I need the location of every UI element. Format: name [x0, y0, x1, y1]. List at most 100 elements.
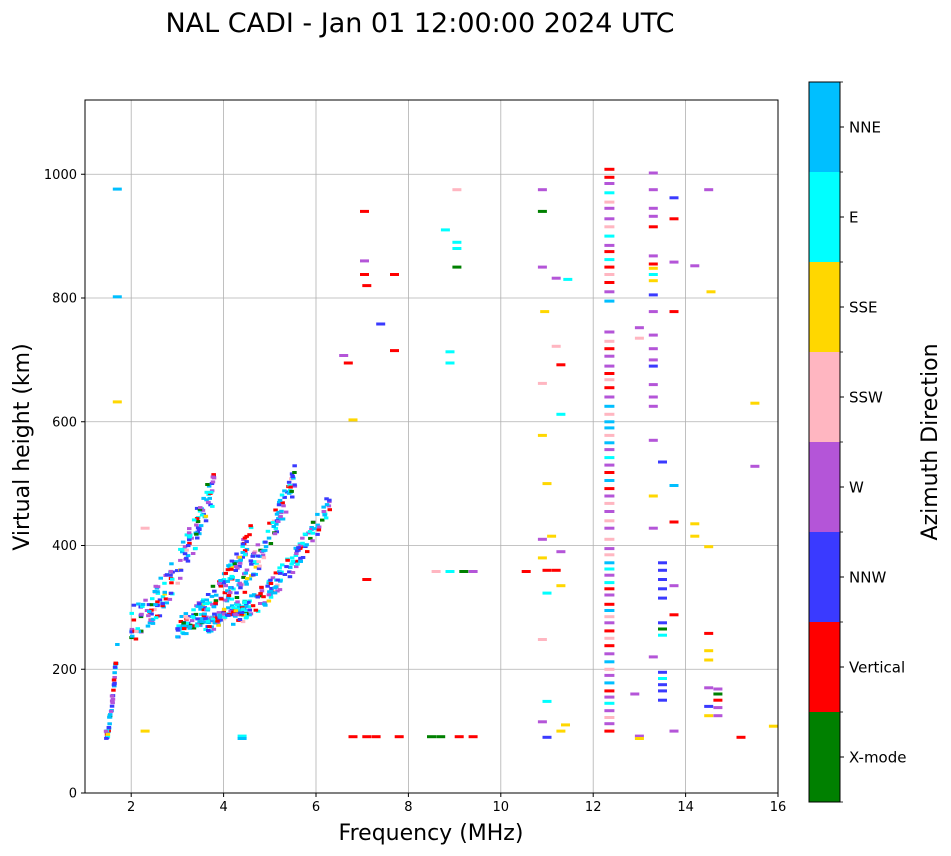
echo-point: [278, 571, 283, 575]
echo-point: [648, 188, 658, 192]
echo-point: [274, 512, 280, 516]
echo-point: [212, 589, 217, 593]
echo-point: [202, 602, 207, 606]
echo-point: [105, 732, 111, 736]
echo-point: [235, 613, 241, 617]
echo-point: [288, 565, 293, 569]
echo-point: [213, 599, 219, 603]
echo-point: [704, 188, 714, 192]
y-axis: 0 200 400 600 800 1000: [44, 168, 85, 802]
echo-point: [203, 519, 209, 523]
echo-point: [207, 625, 212, 629]
echo-point: [321, 510, 327, 513]
echo-point: [240, 620, 246, 624]
echo-point: [360, 259, 369, 263]
echo-point: [648, 206, 658, 210]
echo-point: [216, 623, 221, 627]
echo-point: [244, 534, 249, 538]
echo-point: [180, 550, 185, 554]
echo-point: [604, 354, 615, 358]
echo-point: [206, 617, 211, 621]
echo-point: [268, 542, 274, 545]
echo-point: [270, 576, 276, 580]
echo-point: [210, 504, 215, 508]
echo-point: [542, 735, 552, 739]
echo-point: [276, 520, 281, 523]
echo-point: [163, 597, 169, 601]
echo-point: [155, 590, 160, 594]
echo-point: [198, 605, 204, 609]
echo-point: [604, 386, 615, 390]
echo-point: [300, 536, 305, 540]
echo-point: [537, 433, 547, 437]
echo-point: [307, 530, 313, 533]
echo-point: [168, 591, 174, 595]
echo-point: [324, 497, 329, 501]
echo-point: [277, 498, 283, 502]
echo-point: [225, 589, 230, 593]
echo-point: [690, 522, 700, 526]
echo-point: [211, 605, 217, 609]
echo-point: [298, 559, 303, 563]
echo-point: [537, 638, 547, 641]
echo-point: [316, 528, 322, 532]
echo-point: [199, 513, 205, 517]
echo-point: [266, 536, 272, 540]
echo-point: [537, 720, 547, 724]
echo-point: [255, 554, 261, 558]
echo-point: [241, 604, 246, 608]
echo-point: [205, 593, 211, 596]
echo-point: [244, 568, 250, 572]
echo-point: [290, 571, 296, 574]
echo-point: [604, 621, 615, 625]
echo-point: [219, 597, 224, 601]
echo-point: [205, 483, 210, 486]
echo-point: [248, 524, 253, 528]
echo-point: [134, 629, 139, 633]
echo-point: [768, 724, 778, 728]
echo-point: [268, 589, 274, 593]
echo-point: [265, 584, 270, 588]
echo-point: [669, 217, 679, 221]
echo-point: [243, 571, 248, 575]
echo-point: [248, 526, 254, 530]
echo-point: [140, 526, 150, 530]
echo-point: [208, 620, 214, 624]
echo-point: [275, 578, 280, 582]
echo-point: [296, 546, 301, 550]
echo-point: [195, 526, 201, 530]
echo-point: [113, 661, 118, 665]
echo-point: [254, 561, 259, 565]
echo-point: [178, 620, 184, 623]
echo-point: [281, 504, 286, 508]
echo-point: [112, 295, 122, 299]
echo-point: [197, 507, 203, 511]
echo-point: [234, 591, 239, 595]
echo-point: [604, 330, 615, 334]
echo-point: [327, 508, 332, 512]
echo-point: [205, 607, 211, 611]
echo-point: [237, 618, 243, 621]
echo-point: [229, 604, 235, 608]
echo-point: [204, 602, 210, 606]
echo-point: [187, 625, 193, 629]
echo-point: [750, 401, 760, 405]
echo-point: [290, 559, 295, 563]
echo-point: [183, 612, 189, 616]
echo-point: [207, 601, 213, 605]
echo-point: [280, 501, 285, 505]
echo-point: [168, 569, 173, 573]
echo-point: [295, 559, 300, 563]
plot-area-frame: [84, 99, 779, 794]
echo-point: [239, 611, 245, 614]
x-tick-label: 4: [219, 800, 227, 815]
echo-point: [604, 636, 615, 640]
colorbar-swatch-ssw: [809, 352, 840, 442]
echo-point: [279, 493, 285, 497]
echo-point: [669, 260, 679, 264]
echo-point: [286, 480, 292, 484]
echo-point: [274, 530, 279, 534]
echo-point: [143, 598, 148, 602]
echo-point: [271, 525, 276, 528]
echo-point: [208, 503, 213, 507]
